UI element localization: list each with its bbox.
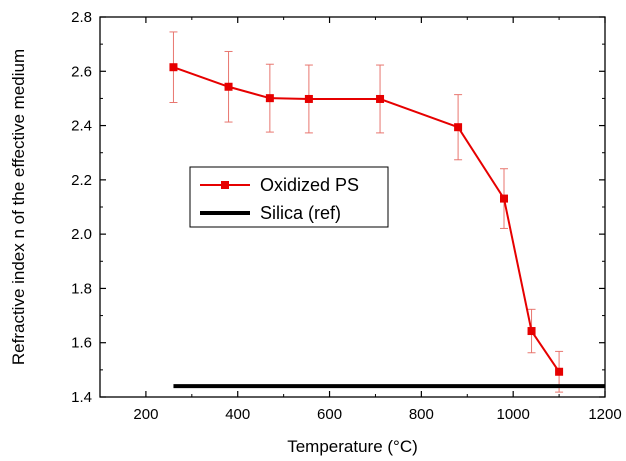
y-tick-label: 2.2 (71, 172, 92, 189)
data-point (224, 82, 233, 91)
legend-label: Oxidized PS (260, 175, 359, 195)
data-point (555, 367, 564, 376)
series-oxidized-ps (169, 31, 564, 393)
legend-swatch-marker (221, 181, 229, 189)
plot-marks (169, 31, 605, 393)
y-tick-label: 2.0 (71, 226, 92, 243)
y-tick-label: 1.4 (71, 389, 92, 406)
x-tick-label: 200 (133, 406, 158, 423)
data-point (527, 327, 536, 336)
data-point (500, 194, 508, 203)
x-tick-label: 400 (225, 406, 250, 423)
y-tick-label: 2.4 (71, 118, 92, 135)
legend-label: Silica (ref) (260, 203, 341, 223)
x-axis-label: Temperature (°C) (287, 437, 418, 456)
y-tick-label: 1.6 (71, 335, 92, 352)
y-tick-label: 2.8 (71, 9, 92, 26)
x-tick-label: 800 (409, 406, 434, 423)
x-tick-label: 600 (317, 406, 342, 423)
data-point (376, 94, 385, 103)
x-tick-label: 1000 (496, 406, 529, 423)
data-point (265, 94, 274, 103)
data-point (304, 94, 313, 103)
y-tick-label: 2.6 (71, 63, 92, 80)
y-axis-label: Refractive index n of the effective medi… (9, 49, 28, 365)
axes: 200 400 600 800 1000 1200 1.4 1.6 1.8 2.0 2.2 2.4 2.… (9, 9, 622, 456)
legend: Oxidized PS Silica (ref) (189, 166, 389, 228)
x-tick-label: 1200 (588, 406, 621, 423)
legend-box (189, 166, 389, 228)
data-point (454, 123, 463, 132)
data-point (169, 63, 178, 72)
y-tick-label: 1.8 (71, 280, 92, 297)
